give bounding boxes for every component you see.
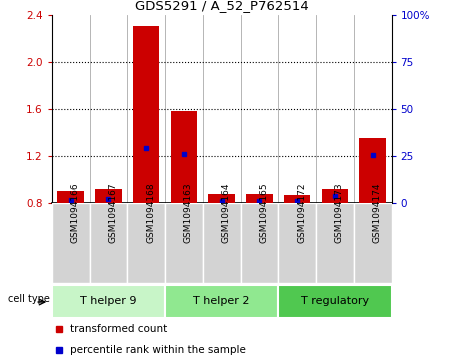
Text: T helper 9: T helper 9 xyxy=(80,295,137,306)
Title: GDS5291 / A_52_P762514: GDS5291 / A_52_P762514 xyxy=(135,0,309,12)
Bar xyxy=(360,138,386,203)
Bar xyxy=(208,194,235,203)
Text: GSM1094172: GSM1094172 xyxy=(297,183,306,243)
Bar xyxy=(52,203,90,283)
Text: GSM1094165: GSM1094165 xyxy=(259,183,268,243)
Bar xyxy=(278,285,392,318)
Text: GSM1094167: GSM1094167 xyxy=(108,183,117,243)
Text: cell type: cell type xyxy=(8,294,50,305)
Bar xyxy=(240,203,278,283)
Bar xyxy=(171,111,197,203)
Bar xyxy=(133,26,159,203)
Bar xyxy=(354,203,392,283)
Bar xyxy=(316,203,354,283)
Bar xyxy=(284,195,310,203)
Bar xyxy=(127,203,165,283)
Bar xyxy=(58,192,84,203)
Bar xyxy=(278,203,316,283)
Bar xyxy=(165,285,278,318)
Text: GSM1094164: GSM1094164 xyxy=(221,183,230,243)
Text: GSM1094173: GSM1094173 xyxy=(335,183,344,243)
Bar xyxy=(165,203,203,283)
Bar xyxy=(322,189,348,203)
Bar xyxy=(52,285,165,318)
Text: GSM1094163: GSM1094163 xyxy=(184,183,193,243)
Text: T regulatory: T regulatory xyxy=(301,295,369,306)
Text: transformed count: transformed count xyxy=(71,324,168,334)
Bar xyxy=(95,189,122,203)
Text: T helper 2: T helper 2 xyxy=(194,295,250,306)
Text: GSM1094168: GSM1094168 xyxy=(146,183,155,243)
Text: GSM1094174: GSM1094174 xyxy=(373,183,382,243)
Text: GSM1094166: GSM1094166 xyxy=(71,183,80,243)
Text: percentile rank within the sample: percentile rank within the sample xyxy=(71,345,246,355)
Bar xyxy=(90,203,127,283)
Bar xyxy=(203,203,240,283)
Bar xyxy=(246,194,273,203)
